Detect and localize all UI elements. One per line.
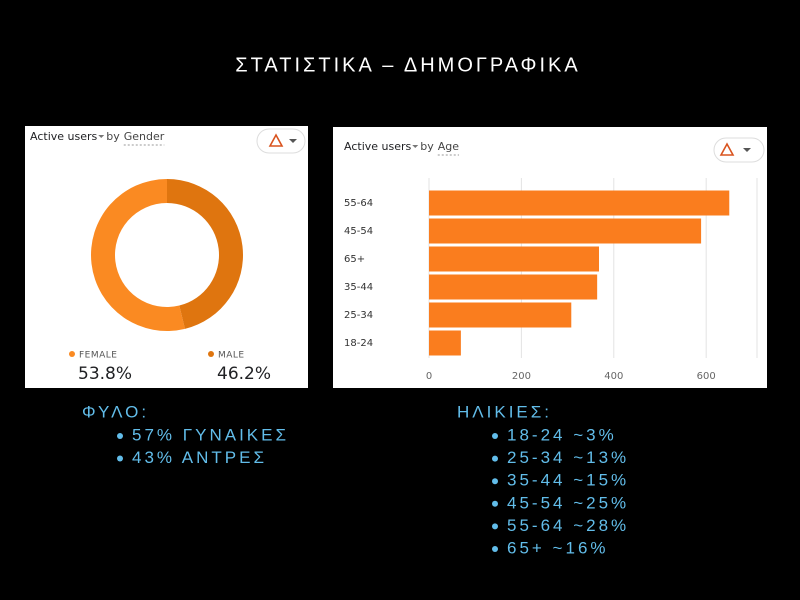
bar [429, 246, 600, 272]
bullet [492, 433, 498, 439]
section-heading: ΗΛΙΚΙΕΣ: [457, 402, 552, 421]
donut-segment [91, 179, 185, 331]
dropdown-caret [98, 135, 105, 138]
y-tick-label: 45-54 [344, 226, 373, 237]
bullet-text: 65+ ~16% [507, 538, 609, 557]
bullet-text: 35-44 ~15% [507, 471, 629, 490]
x-tick-label: 600 [697, 371, 716, 382]
legend-value: 53.8% [78, 364, 132, 384]
legend-label: MALE [218, 351, 245, 361]
x-tick-label: 0 [426, 371, 432, 382]
bar [429, 274, 598, 300]
y-tick-label: 25-34 [344, 310, 373, 321]
dimension-label: Gender [124, 130, 165, 143]
metric-label: Active users [344, 140, 412, 153]
section-heading: ΦΥΛΟ: [82, 402, 149, 421]
bar [429, 218, 702, 244]
bullet-text: 57% ΓΥΝΑΙΚΕΣ [132, 425, 289, 444]
bullet [492, 546, 498, 552]
bar [429, 302, 572, 328]
bar [429, 330, 461, 356]
bullet [492, 523, 498, 530]
bullet [492, 478, 498, 485]
legend-value: 46.2% [217, 364, 271, 384]
bullet [492, 455, 498, 462]
metric-label: Active users [30, 130, 98, 143]
bullet [492, 500, 498, 507]
bullet [117, 455, 123, 462]
by-label: by [106, 130, 120, 143]
warning-button[interactable] [713, 137, 765, 163]
legend-dot [208, 351, 214, 357]
bullet-text: 18-24 ~3% [507, 425, 617, 444]
bar [429, 190, 730, 216]
bullet-text: 55-64 ~28% [507, 516, 629, 535]
legend-dot [69, 351, 75, 357]
y-tick-label: 55-64 [344, 198, 373, 209]
y-tick-label: 35-44 [344, 282, 373, 293]
warning-button[interactable] [256, 128, 306, 154]
legend-label: FEMALE [79, 351, 118, 361]
y-tick-label: 18-24 [344, 338, 373, 349]
dimension-label: Age [438, 140, 460, 153]
by-label: by [420, 140, 434, 153]
dropdown-caret [412, 145, 419, 148]
x-tick-label: 200 [512, 371, 531, 382]
bullet-text: 45-54 ~25% [507, 493, 629, 512]
x-tick-label: 400 [604, 371, 623, 382]
bullet-text: 25-34 ~13% [507, 448, 629, 467]
bullet-text: 43% ΑΝΤΡΕΣ [132, 448, 267, 467]
gender-card [25, 126, 308, 388]
y-tick-label: 65+ [344, 254, 365, 265]
slide-title: ΣΤΑΤΙΣΤΙΚΑ – ΔΗΜΟΓΡΑΦΙΚΑ [235, 54, 580, 76]
bullet [117, 433, 123, 439]
donut-segment [167, 179, 244, 329]
